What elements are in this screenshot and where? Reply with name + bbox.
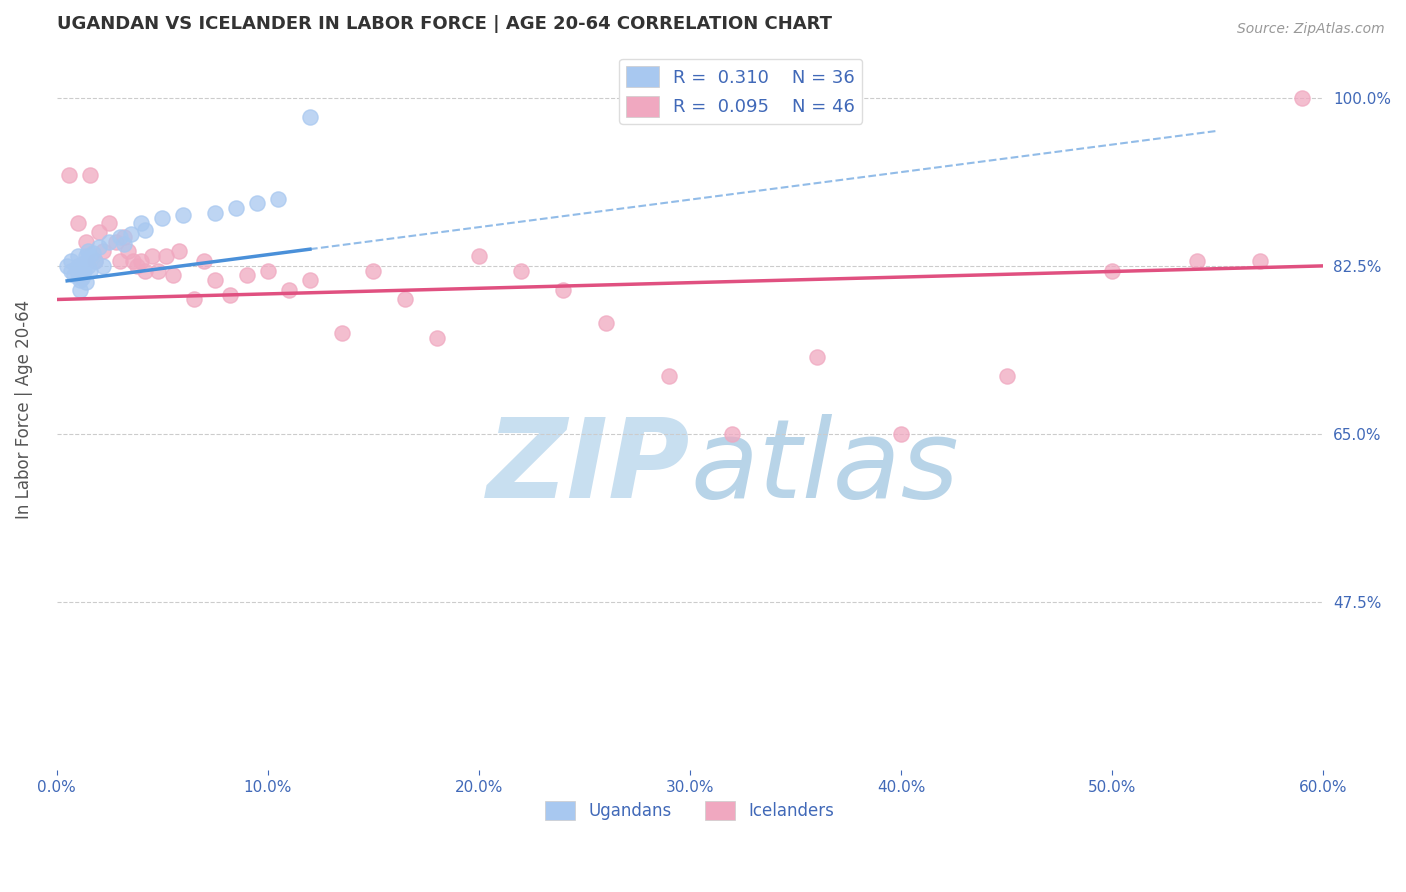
Point: [658, 369, 681, 384]
Point: [183, 293, 205, 307]
Point: [75, 275, 97, 289]
Point: [721, 426, 744, 441]
Point: [70, 271, 93, 285]
Point: [129, 254, 152, 268]
Point: [298, 273, 321, 287]
Point: [66, 259, 89, 273]
Point: [77, 259, 100, 273]
Point: [56, 259, 79, 273]
Point: [167, 244, 190, 259]
Point: [125, 259, 148, 273]
Point: [134, 223, 156, 237]
Point: [246, 196, 269, 211]
Point: [83, 254, 105, 268]
Point: [330, 326, 353, 340]
Point: [134, 263, 156, 277]
Text: atlas: atlas: [690, 414, 959, 521]
Point: [150, 211, 173, 225]
Point: [73, 256, 96, 270]
Point: [146, 263, 169, 277]
Point: [155, 249, 177, 263]
Point: [112, 236, 135, 251]
Point: [510, 263, 533, 277]
Point: [218, 287, 240, 301]
Point: [468, 249, 491, 263]
Point: [225, 201, 247, 215]
Point: [426, 331, 449, 345]
Point: [98, 235, 121, 249]
Point: [361, 263, 384, 277]
Point: [298, 110, 321, 124]
Point: [162, 268, 184, 283]
Point: [77, 244, 100, 259]
Point: [91, 259, 114, 273]
Point: [394, 293, 416, 307]
Point: [108, 254, 131, 268]
Point: [204, 273, 226, 287]
Point: [58, 168, 80, 182]
Point: [120, 227, 142, 242]
Point: [79, 263, 101, 277]
Point: [73, 263, 96, 277]
Point: [87, 225, 110, 239]
Point: [75, 235, 97, 249]
Point: [82, 246, 104, 260]
Point: [193, 254, 215, 268]
Point: [91, 244, 114, 259]
Point: [890, 426, 912, 441]
Point: [98, 216, 121, 230]
Point: [75, 249, 97, 263]
Point: [595, 317, 617, 331]
Text: Source: ZipAtlas.com: Source: ZipAtlas.com: [1237, 22, 1385, 37]
Point: [112, 230, 135, 244]
Point: [66, 266, 89, 280]
Point: [83, 254, 105, 268]
Y-axis label: In Labor Force | Age 20-64: In Labor Force | Age 20-64: [15, 301, 32, 519]
Point: [66, 216, 89, 230]
Point: [204, 206, 226, 220]
Point: [69, 283, 91, 297]
Point: [66, 249, 89, 263]
Point: [87, 240, 110, 254]
Point: [104, 235, 127, 249]
Point: [172, 208, 194, 222]
Point: [117, 244, 139, 259]
Point: [141, 249, 163, 263]
Text: ZIP: ZIP: [486, 414, 690, 521]
Point: [1185, 254, 1208, 268]
Point: [235, 268, 257, 283]
Point: [108, 230, 131, 244]
Point: [121, 254, 143, 268]
Point: [129, 216, 152, 230]
Point: [70, 261, 93, 276]
Point: [256, 263, 278, 277]
Legend: Ugandans, Icelanders: Ugandans, Icelanders: [538, 794, 841, 827]
Text: UGANDAN VS ICELANDER IN LABOR FORCE | AGE 20-64 CORRELATION CHART: UGANDAN VS ICELANDER IN LABOR FORCE | AG…: [56, 15, 831, 33]
Point: [60, 254, 83, 268]
Point: [79, 168, 101, 182]
Point: [1291, 91, 1313, 105]
Point: [62, 268, 84, 283]
Point: [79, 249, 101, 263]
Point: [806, 350, 828, 364]
Point: [60, 263, 83, 277]
Point: [69, 273, 91, 287]
Point: [995, 369, 1018, 384]
Point: [267, 192, 290, 206]
Point: [1101, 263, 1123, 277]
Point: [277, 283, 299, 297]
Point: [1249, 254, 1271, 268]
Point: [553, 283, 575, 297]
